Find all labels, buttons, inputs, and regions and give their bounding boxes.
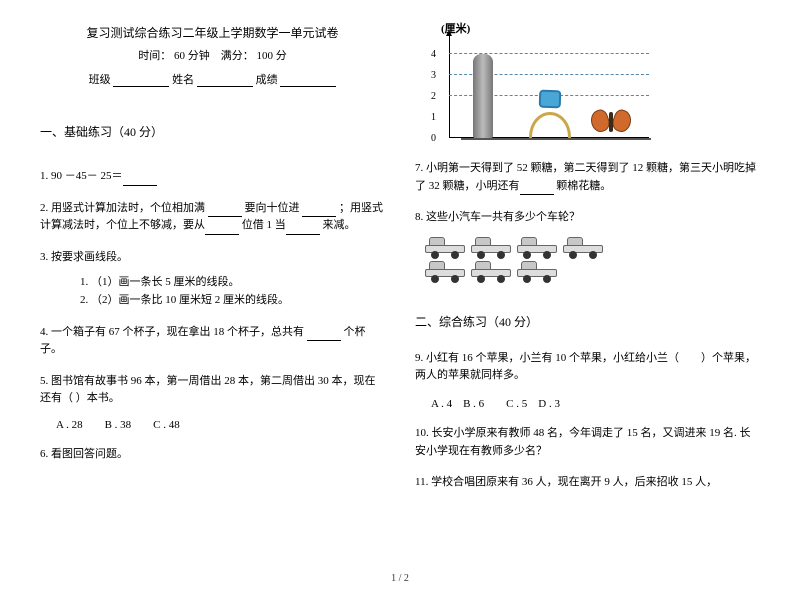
time-value: 60 分钟 — [174, 50, 210, 62]
q4: 4. 一个箱子有 67 个杯子，现在拿出 18 个杯子，总共有 个杯子。 — [40, 324, 385, 359]
q10: 10. 长安小学原来有教师 48 名，今年调走了 15 名，又调进来 19 名.… — [415, 425, 760, 460]
right-column: (厘米) 43210 7. 小明第一天得到了 52 颗糖，第二天得到了 12 颗… — [415, 24, 760, 550]
q3-2: 2. （2）画一条比 10 厘米短 2 厘米的线段。 — [40, 292, 385, 310]
chart-tick: 1 — [431, 112, 436, 123]
q4-blank — [307, 329, 341, 341]
name-label: 姓名 — [172, 74, 194, 86]
left-column: 复习测试综合练习二年级上学期数学一单元试卷 时间： 60 分钟 满分： 100 … — [40, 24, 385, 550]
q2: 2. 用竖式计算加法时，个位相加满 要向十位进 ；用竖式计算减法时，个位上不够减… — [40, 200, 385, 235]
pillar-icon — [473, 54, 493, 138]
q7: 7. 小明第一天得到了 52 颗糖，第二天得到了 12 颗糖，第三天小明吃掉了 … — [415, 160, 760, 195]
car-icon — [517, 261, 557, 281]
q4-a: 4. 一个箱子有 67 个杯子，现在拿出 18 个杯子，总共有 — [40, 326, 307, 338]
q1-blank — [123, 174, 157, 186]
q2-blank3 — [205, 223, 239, 235]
q1-text: 1. 90 －45－ 25＝ — [40, 170, 123, 182]
q2-a: 2. 用竖式计算加法时，个位相加满 — [40, 202, 208, 214]
car-icon — [425, 237, 465, 257]
q9: 9. 小红有 16 个苹果，小兰有 10 个苹果，小红给小兰（ ）个苹果，两人的… — [415, 350, 760, 385]
q2-b: 要向十位进 — [245, 202, 303, 214]
chart-base-shadow — [461, 138, 651, 140]
time-label: 时间： — [138, 50, 171, 62]
chart-tick: 4 — [431, 49, 436, 60]
section1-heading: 一、基础练习（40 分） — [40, 123, 385, 140]
q5-b: ）本书。 — [76, 392, 120, 404]
car-icon — [517, 237, 557, 257]
butterfly-icon — [589, 108, 633, 138]
q2-blank2 — [302, 205, 336, 217]
q2-blank1 — [208, 205, 242, 217]
chart-tick: 0 — [431, 133, 436, 144]
student-info-line: 班级 姓名 成绩 — [40, 71, 385, 87]
q5: 5. 图书馆有故事书 96 本，第一周借出 28 本，第二周借出 30 本，现在… — [40, 373, 385, 408]
car-icon — [563, 237, 603, 257]
car-row — [425, 261, 760, 281]
name-blank — [197, 75, 253, 87]
q3-1: 1. （1）画一条长 5 厘米的线段。 — [40, 274, 385, 292]
grade-blank — [280, 75, 336, 87]
q6: 6. 看图回答问题。 — [40, 446, 385, 464]
q11: 11. 学校合唱团原来有 36 人，现在离开 9 人，后来招收 15 人， — [415, 474, 760, 492]
q2-e: 来减。 — [323, 219, 356, 231]
exam-title: 复习测试综合练习二年级上学期数学一单元试卷 — [40, 24, 385, 41]
q2-blank4 — [286, 223, 320, 235]
grade-label: 成绩 — [256, 74, 278, 86]
car-icon — [471, 237, 511, 257]
q1: 1. 90 －45－ 25＝ — [40, 168, 385, 186]
ring-icon — [527, 96, 573, 138]
q7-blank — [520, 183, 554, 195]
q5-options: A . 28 B . 38 C . 48 — [40, 416, 385, 432]
cars-figure — [415, 237, 760, 285]
class-blank — [113, 75, 169, 87]
page-number: 1 / 2 — [0, 573, 800, 584]
score-value: 100 分 — [257, 50, 287, 62]
chart-tick: 2 — [431, 91, 436, 102]
section2-heading: 二、综合练习（40 分） — [415, 313, 760, 330]
score-label: 满分： — [221, 50, 254, 62]
q2-d: 位借 1 当 — [242, 219, 286, 231]
car-icon — [471, 261, 511, 281]
q3: 3. 按要求画线段。 — [40, 249, 385, 267]
car-row — [425, 237, 760, 257]
y-axis — [449, 34, 450, 138]
q8: 8. 这些小汽车一共有多少个车轮？ — [415, 209, 760, 227]
q7-b: 颗棉花糖。 — [556, 180, 611, 192]
class-label: 班级 — [89, 74, 111, 86]
chart-tick: 3 — [431, 70, 436, 81]
car-icon — [425, 261, 465, 281]
exam-subtitle: 时间： 60 分钟 满分： 100 分 — [40, 47, 385, 63]
q9-options: A . 4 B . 6 C . 5 D . 3 — [415, 395, 760, 411]
height-chart: (厘米) 43210 — [421, 24, 661, 144]
